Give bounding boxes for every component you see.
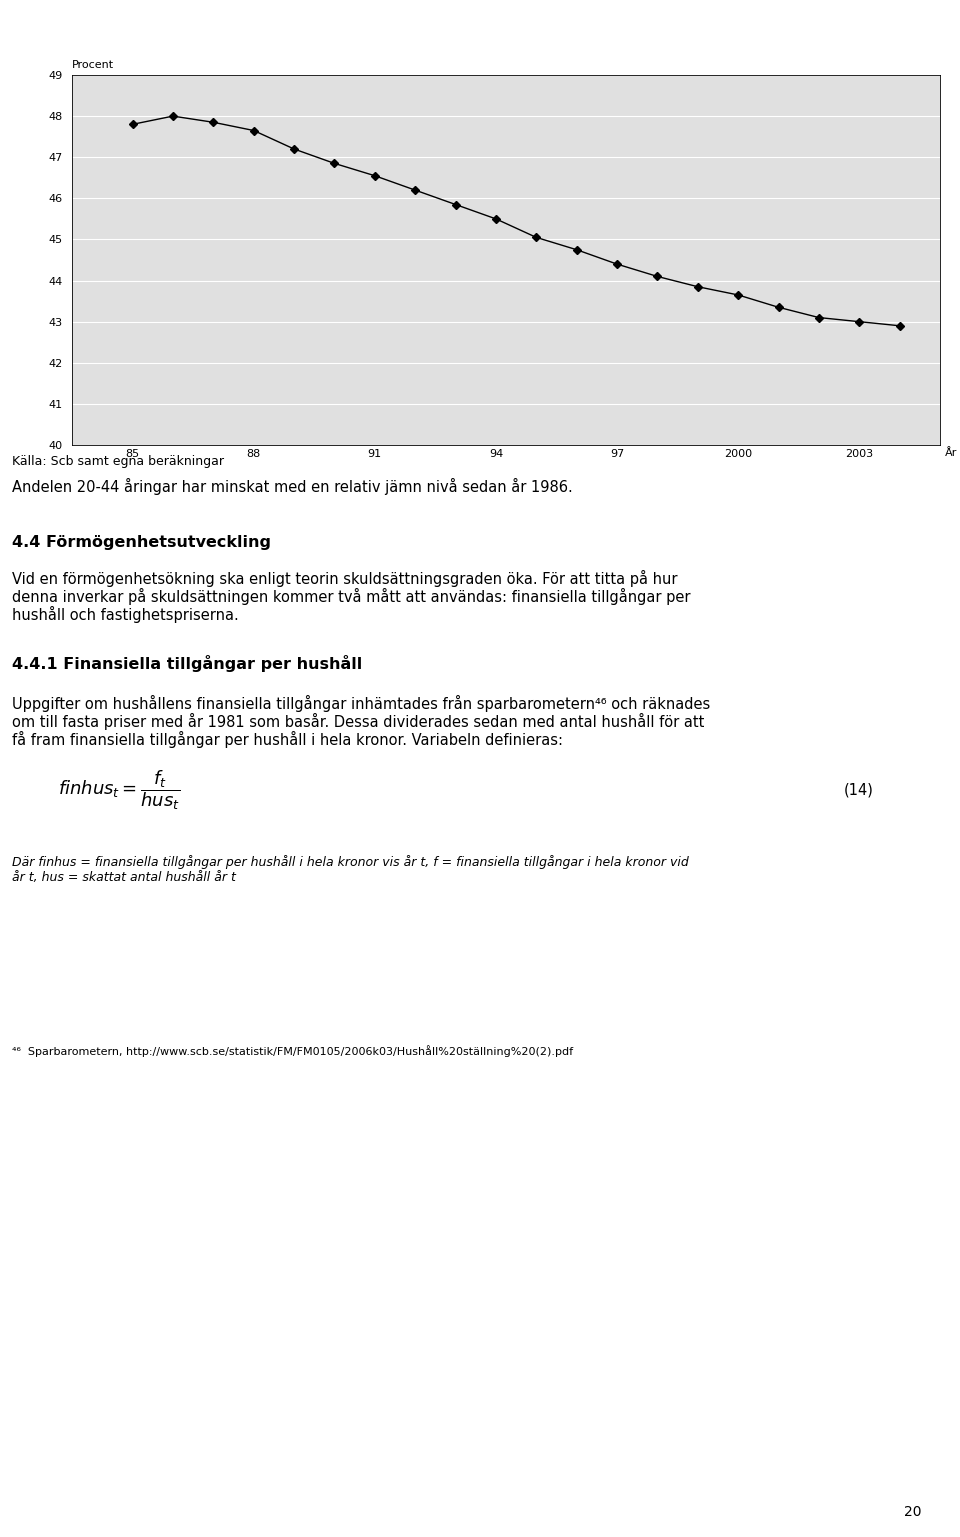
Text: år t, hus = skattat antal hushåll år t: år t, hus = skattat antal hushåll år t bbox=[12, 871, 235, 884]
Text: 20: 20 bbox=[904, 1505, 922, 1519]
Text: hushåll och fastighetspriserna.: hushåll och fastighetspriserna. bbox=[12, 606, 238, 622]
Text: få fram finansiella tillgångar per hushåll i hela kronor. Variabeln definieras:: få fram finansiella tillgångar per hushå… bbox=[12, 732, 563, 749]
Text: 4.4 Förmögenhetsutveckling: 4.4 Förmögenhetsutveckling bbox=[12, 535, 271, 550]
Text: $\mathit{finhus}_t = \dfrac{f_t}{\mathit{hus}_t}$: $\mathit{finhus}_t = \dfrac{f_t}{\mathit… bbox=[58, 768, 180, 812]
Text: Vid en förmögenhetsökning ska enligt teorin skuldsättningsgraden öka. För att ti: Vid en förmögenhetsökning ska enligt teo… bbox=[12, 570, 677, 587]
Text: 4.4.1 Finansiella tillgångar per hushåll: 4.4.1 Finansiella tillgångar per hushåll bbox=[12, 655, 362, 672]
Text: Andelen 20-44 åringar har minskat med en relativ jämn nivå sedan år 1986.: Andelen 20-44 åringar har minskat med en… bbox=[12, 478, 572, 495]
Text: (14): (14) bbox=[844, 782, 874, 798]
Text: denna inverkar på skuldsättningen kommer två mått att användas: finansiella till: denna inverkar på skuldsättningen kommer… bbox=[12, 589, 690, 606]
Text: Källa: Scb samt egna beräkningar: Källa: Scb samt egna beräkningar bbox=[12, 455, 224, 467]
Text: År: År bbox=[945, 449, 957, 458]
Text: Procent: Procent bbox=[72, 60, 114, 71]
Text: Uppgifter om hushållens finansiella tillgångar inhämtades från sparbarometern⁴⁶ : Uppgifter om hushållens finansiella till… bbox=[12, 695, 709, 712]
Text: om till fasta priser med år 1981 som basår. Dessa dividerades sedan med antal hu: om till fasta priser med år 1981 som bas… bbox=[12, 713, 704, 730]
Text: ⁴⁶  Sparbarometern, http://www.scb.se/statistik/FM/FM0105/2006k03/Hushåll%20stäl: ⁴⁶ Sparbarometern, http://www.scb.se/sta… bbox=[12, 1045, 573, 1057]
Text: Där finhus = finansiella tillgångar per hushåll i hela kronor vis år t, f = fina: Där finhus = finansiella tillgångar per … bbox=[12, 855, 688, 868]
